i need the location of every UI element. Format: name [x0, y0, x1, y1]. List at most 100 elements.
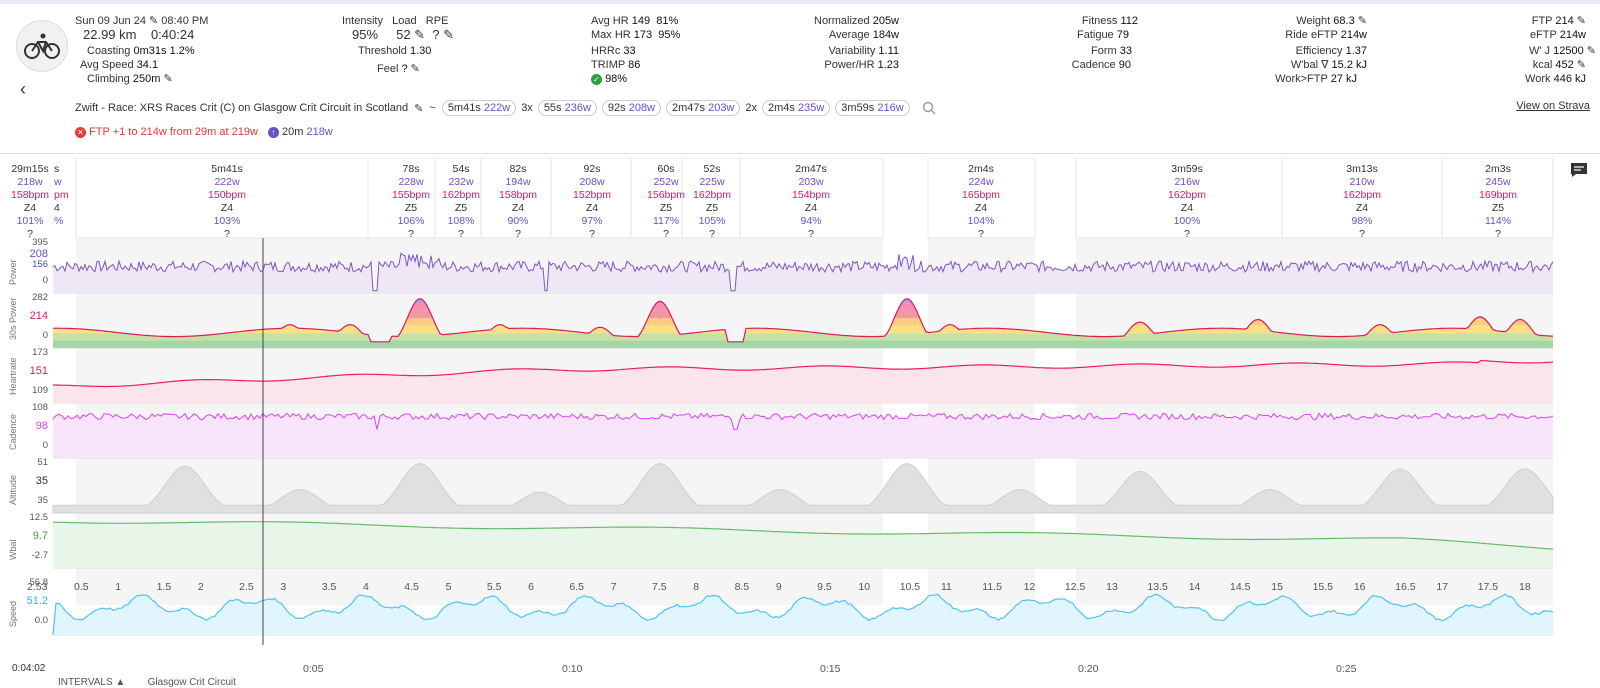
- interval-summary[interactable]: 92s 208w 152bpm Z4 97%?: [552, 163, 632, 243]
- wprime-stat[interactable]: W' J 12500 ✎: [1529, 45, 1596, 57]
- distance-tick: 13: [1106, 581, 1118, 593]
- panel-name: Heartrate: [8, 357, 18, 395]
- interval-pct: 94%: [800, 215, 822, 227]
- interval-q: ?: [1184, 228, 1190, 240]
- back-chevron-icon[interactable]: ‹: [20, 79, 26, 99]
- interval-pct: 100%: [1173, 215, 1201, 227]
- interval-bpm: 154bpm: [792, 189, 830, 201]
- distance-tick: 15.5: [1312, 581, 1333, 593]
- interval-summary[interactable]: 60s 252w 156bpm Z5 117%?: [626, 163, 706, 243]
- distance-tick: 5.5: [486, 581, 502, 593]
- activity-datetime[interactable]: Sun 09 Jun 24 ✎ 08:40 PM: [75, 15, 209, 27]
- search-icon[interactable]: [922, 101, 936, 115]
- time-tick: 0:05: [303, 663, 324, 675]
- distance-tick: 5: [445, 581, 452, 593]
- panel-name: Cadence: [8, 413, 18, 450]
- interval-summary[interactable]: 82s 194w 158bpm Z4 90%?: [478, 163, 558, 243]
- distance-tick: 18: [1519, 581, 1531, 593]
- y-tick-label: 0: [42, 330, 48, 341]
- interval-chip[interactable]: 3m59s 216w: [835, 100, 910, 116]
- interval-summary[interactable]: 2m47s 203w 154bpm Z4 94%?: [771, 163, 851, 243]
- interval-bpm: 162bpm: [693, 189, 731, 201]
- climbing-stat[interactable]: Climbing 250m ✎: [87, 73, 173, 85]
- y-tick-label: 51: [37, 457, 48, 468]
- interval-q: ?: [663, 228, 669, 240]
- intensity-load-rpe-values[interactable]: 95% 52 ✎ ? ✎: [352, 27, 455, 42]
- interval-bpm: 162bpm: [1343, 189, 1381, 201]
- interval-dur: 2m3s: [1485, 163, 1511, 175]
- interval-z: Z4: [220, 202, 234, 214]
- y-tick-label: 9.7: [32, 530, 48, 542]
- power-best-alert[interactable]: ↑ 20m 218w: [267, 126, 333, 138]
- interval-q: ?: [978, 228, 984, 240]
- interval-chip[interactable]: 92s 208w: [601, 100, 661, 116]
- activity-title-row: Zwift - Race: XRS Races Crit (C) on Glas…: [75, 100, 936, 116]
- interval-dur: 3m59s: [1171, 163, 1203, 175]
- fragment-text: 4: [54, 202, 60, 214]
- interval-summary[interactable]: 2m3s 245w 169bpm Z5 114%?: [1458, 163, 1538, 243]
- panel-name: Speed: [8, 600, 18, 627]
- interval-chip[interactable]: 5m41s 222w: [441, 100, 517, 116]
- distance-tick: 0.5: [74, 581, 89, 593]
- kcal-stat[interactable]: kcal 452 ✎: [1532, 59, 1586, 71]
- interval-summary[interactable]: 54s 232w 162bpm Z5 108%?: [421, 163, 501, 243]
- y-tick-label: 35: [35, 475, 48, 487]
- interval-chip[interactable]: 2m4s 235w: [762, 100, 831, 116]
- interval-summary[interactable]: 3m13s 210w 162bpm Z4 98%?: [1322, 163, 1402, 243]
- interval-z: Z4: [974, 202, 988, 214]
- interval-summary[interactable]: 78s 228w 155bpm Z5 106%?: [371, 163, 451, 243]
- weight-stat[interactable]: Weight 68.3 ✎: [1296, 15, 1367, 27]
- distance-tick: 1: [115, 581, 122, 593]
- work-ftp-stat: Work>FTP 27 kJ: [1275, 73, 1357, 85]
- edit-icon[interactable]: ✎: [414, 102, 424, 115]
- distance-tick: 16: [1353, 581, 1366, 593]
- interval-z: Z4: [23, 202, 37, 214]
- speed-area: [53, 594, 1553, 635]
- activity-chart[interactable]: [0, 158, 1600, 687]
- fragment-text: w: [54, 176, 62, 188]
- interval-summary[interactable]: 52s 225w 162bpm Z5 105%?: [672, 163, 752, 243]
- interval-pct: 117%: [652, 215, 680, 227]
- ftp-stat[interactable]: FTP 214 ✎: [1531, 15, 1586, 27]
- interval-w: 232w: [448, 176, 474, 188]
- interval-box: [367, 158, 436, 239]
- view-on-strava-link[interactable]: View on Strava: [1516, 100, 1590, 112]
- distance-tick: 2.5: [239, 581, 254, 593]
- distance-tick: 7: [610, 581, 617, 593]
- interval-summary[interactable]: 2m4s 224w 165bpm Z4 104%?: [941, 163, 1021, 243]
- intensity-load-rpe-labels: Intensity Load RPE: [342, 15, 449, 27]
- interval-summary[interactable]: 5m41s 222w 150bpm Z4 103%?: [187, 163, 267, 243]
- power-hr-stat: Power/HR 1.23: [824, 59, 899, 71]
- panel-name: Wbal: [8, 539, 18, 560]
- interval-w: 222w: [214, 176, 240, 188]
- y-tick-label: 156: [32, 259, 48, 270]
- interval-bpm: 150bpm: [208, 189, 246, 201]
- interval-pct: 98%: [1351, 215, 1373, 227]
- interval-summary[interactable]: 3m59s 216w 162bpm Z4 100%?: [1147, 163, 1227, 243]
- interval-pct: 97%: [581, 215, 603, 227]
- y-tick-label: 98: [35, 420, 48, 432]
- interval-z: Z4: [585, 202, 599, 214]
- panel-name: Altitude: [8, 474, 18, 505]
- distance-tick: 4: [363, 581, 369, 593]
- interval-z: Z5: [454, 202, 468, 214]
- interval-summary[interactable]: 29m15s 218w 158bpm Z4 101%?: [0, 163, 70, 243]
- interval-box: [75, 158, 369, 239]
- fragment-text: pm: [54, 189, 69, 201]
- feel-stat[interactable]: Feel ? ✎: [377, 63, 420, 75]
- interval-bpm: 158bpm: [499, 189, 537, 201]
- interval-chip[interactable]: 2m47s 203w: [666, 100, 741, 116]
- intervals-toggle[interactable]: INTERVALS ▲: [58, 677, 126, 688]
- distance-tick: 17: [1436, 581, 1449, 593]
- distance-tick: 14.5: [1230, 581, 1251, 593]
- interval-chip[interactable]: 55s 236w: [537, 100, 597, 116]
- ftp-alert[interactable]: ✕ FTP +1 to 214w from 29m at 219w: [75, 126, 258, 138]
- work-stat: Work 446 kJ: [1525, 73, 1586, 85]
- distance-tick: 6: [528, 581, 534, 593]
- interval-w: 228w: [398, 176, 424, 188]
- interval-dur: 54s: [452, 163, 470, 175]
- comment-icon[interactable]: [1570, 162, 1588, 181]
- activity-title[interactable]: Zwift - Race: XRS Races Crit (C) on Glas…: [75, 102, 409, 114]
- fatigue-stat: Fatigue 79: [1076, 29, 1129, 41]
- interval-z: Z4: [1355, 202, 1369, 214]
